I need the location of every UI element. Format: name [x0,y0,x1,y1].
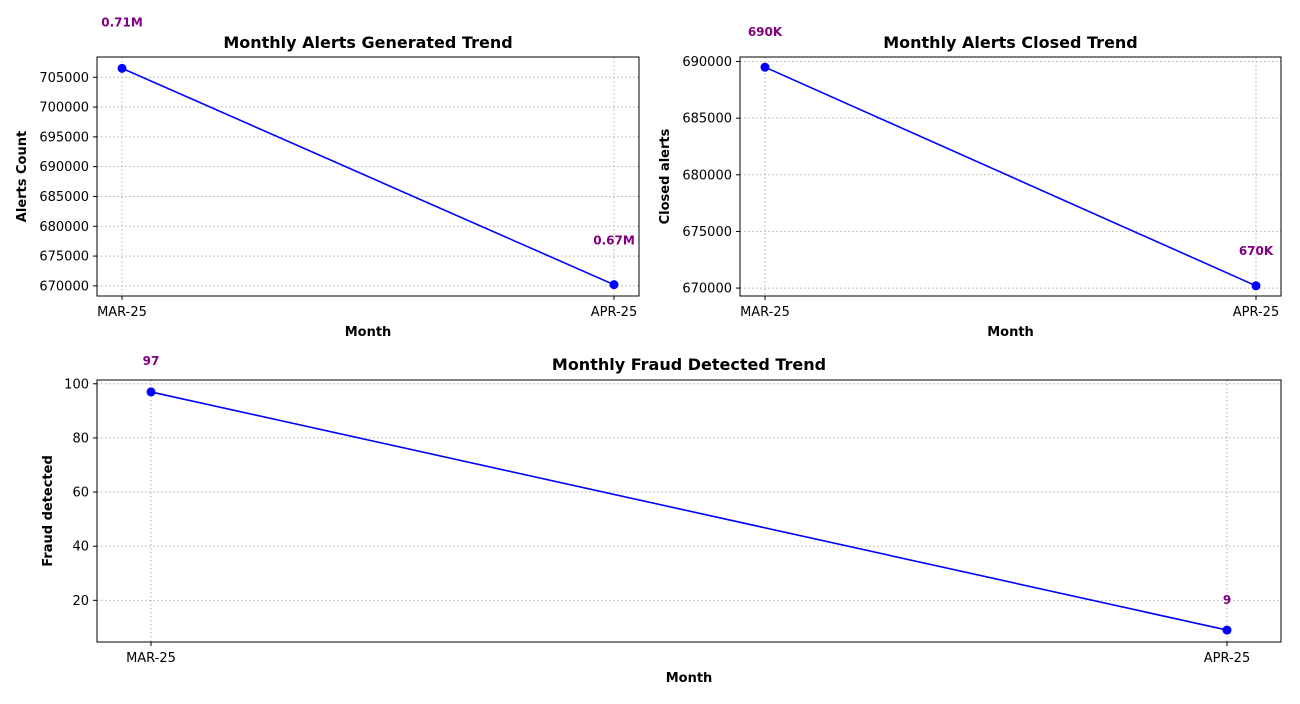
y-tick-label: 675000 [682,225,732,240]
x-tick-label: APR-25 [591,305,637,320]
y-tick-label: 685000 [39,190,89,205]
plot-frame [96,56,640,297]
y-tick-label: 685000 [682,112,732,127]
x-axis-label: Month [666,671,713,686]
x-axis-label: Month [987,325,1034,340]
data-point [760,62,770,72]
y-tick-label: 100 [64,377,89,392]
data-point [609,280,619,290]
y-axis-label: Fraud detected [41,455,56,567]
plot-frame [96,379,1282,643]
x-tick-label: MAR-25 [97,305,147,320]
x-tick-label: MAR-25 [126,651,176,666]
y-axis-label: Alerts Count [15,131,30,222]
data-point [117,63,127,73]
x-tick-label: APR-25 [1204,651,1250,666]
y-tick-label: 700000 [39,101,89,116]
data-label: 690K [748,25,783,39]
chart-title: Monthly Alerts Generated Trend [223,33,512,52]
series-line [764,66,1257,287]
plot-frame [739,56,1282,297]
chart-title: Monthly Alerts Closed Trend [883,33,1138,52]
data-label: 97 [143,354,160,368]
y-tick-label: 670000 [682,282,732,297]
data-label: 0.71M [101,15,143,29]
chart-panel-3: 20 40 60 80 100 MAR-25 APR-25 97 9 Monthly Fraud … [41,354,1282,686]
y-tick-label: 695000 [39,130,89,145]
data-label: 670K [1239,244,1274,258]
y-tick-label: 60 [72,486,89,501]
y-axis-label: Closed alerts [658,128,673,224]
y-tick-label: 20 [72,594,89,609]
chart-panel-2: 670000 675000 680000 685000 690000 MAR-25 APR-… [658,25,1282,340]
y-tick-label: 680000 [682,168,732,183]
y-tick-label: 80 [72,431,89,446]
x-tick-label: MAR-25 [740,305,790,320]
chart-panel-1: 670000 675000 680000 685000 690000 695000 7000… [15,15,640,340]
data-label: 0.67M [593,234,635,248]
series-line [121,67,615,286]
y-tick-label: 705000 [39,71,89,86]
y-tick-label: 690000 [39,160,89,175]
y-tick-label: 675000 [39,250,89,265]
y-tick-label: 40 [72,540,89,555]
data-point [146,387,156,397]
chart-title: Monthly Fraud Detected Trend [552,355,826,374]
series-line [150,391,1228,631]
x-tick-label: APR-25 [1233,305,1279,320]
y-tick-label: 670000 [39,279,89,294]
y-tick-label: 690000 [682,55,732,70]
data-point [1222,625,1232,635]
data-point [1251,281,1261,291]
data-label: 9 [1223,593,1231,607]
x-axis-label: Month [345,325,392,340]
y-tick-label: 680000 [39,220,89,235]
